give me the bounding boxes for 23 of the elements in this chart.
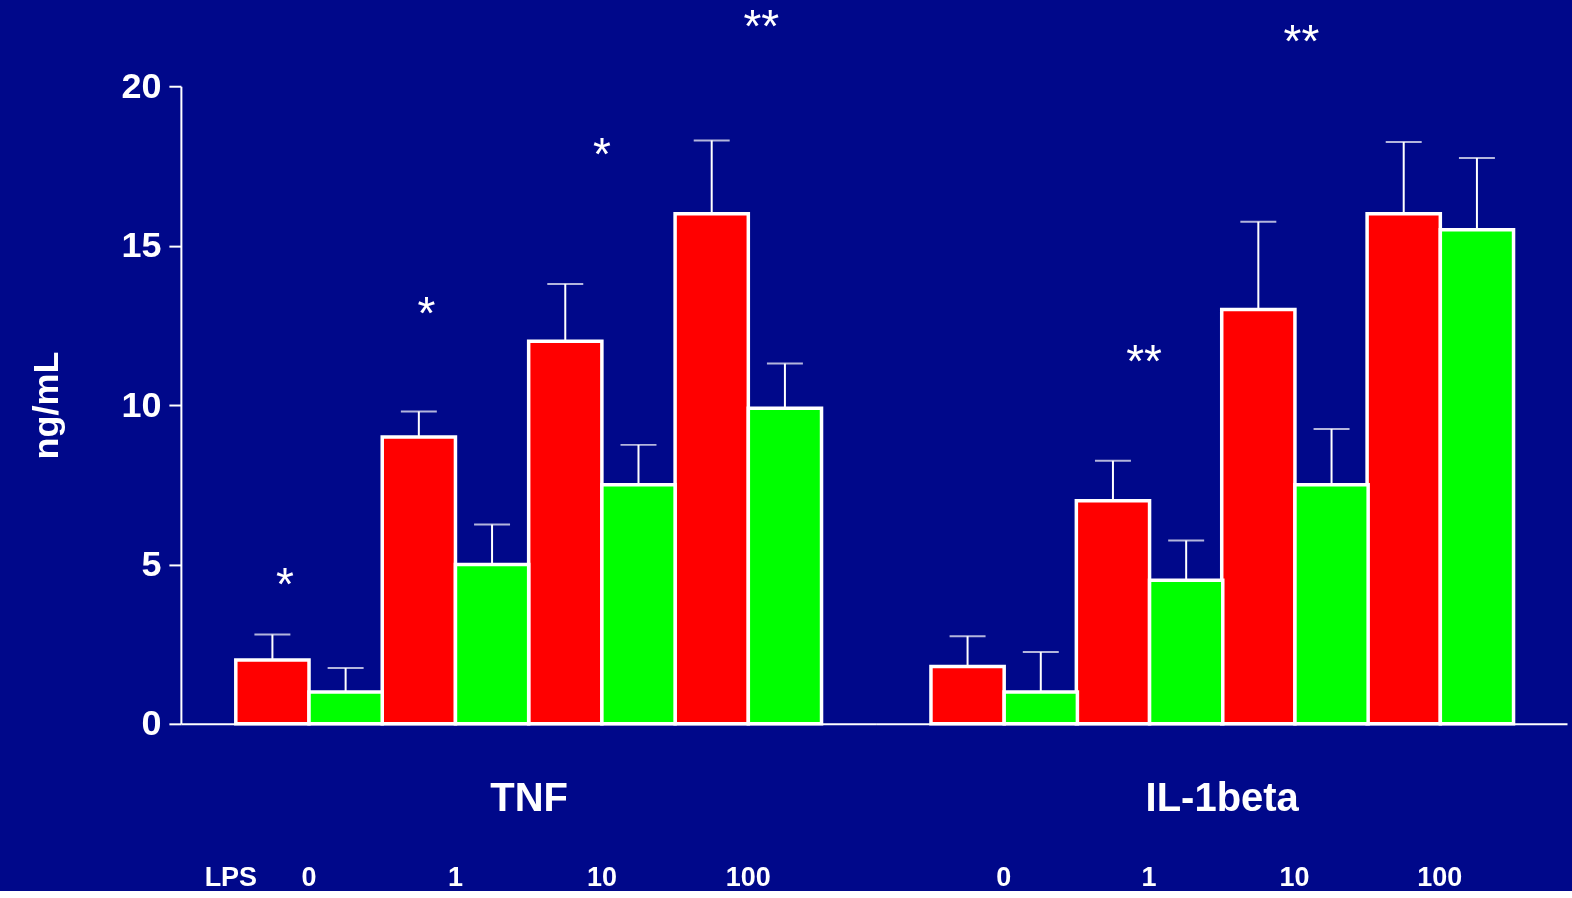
x-tick-label: 10 — [1279, 862, 1310, 893]
y-tick-label: 10 — [121, 383, 162, 425]
annotation: ** — [1126, 335, 1163, 388]
y-tick-label: 15 — [121, 224, 162, 266]
y-axis-title: ng/mL — [25, 351, 67, 460]
text: LPS — [204, 861, 258, 892]
y-tick-label: 0 — [141, 702, 162, 744]
x-tick-label: 10 — [586, 862, 617, 893]
x-axis-title: IL-1beta — [1145, 775, 1300, 820]
annotation: * — [417, 287, 436, 340]
x-tick-label: 0 — [996, 862, 1012, 893]
x-tick-label: 1 — [447, 862, 463, 893]
x-tick-label: 100 — [1417, 862, 1463, 893]
x-axis-title: TNF — [490, 775, 569, 820]
text: ** — [1283, 15, 1320, 68]
annotation: * — [592, 128, 611, 181]
y-tick-label: 5 — [141, 542, 162, 584]
x-tick-label: 1 — [1141, 862, 1157, 893]
text: ** — [743, 0, 780, 53]
annotation: * — [276, 557, 295, 610]
x-tick-label: 0 — [301, 862, 317, 893]
x-tick-label: 100 — [725, 862, 771, 893]
y-tick-label: 20 — [121, 64, 162, 106]
